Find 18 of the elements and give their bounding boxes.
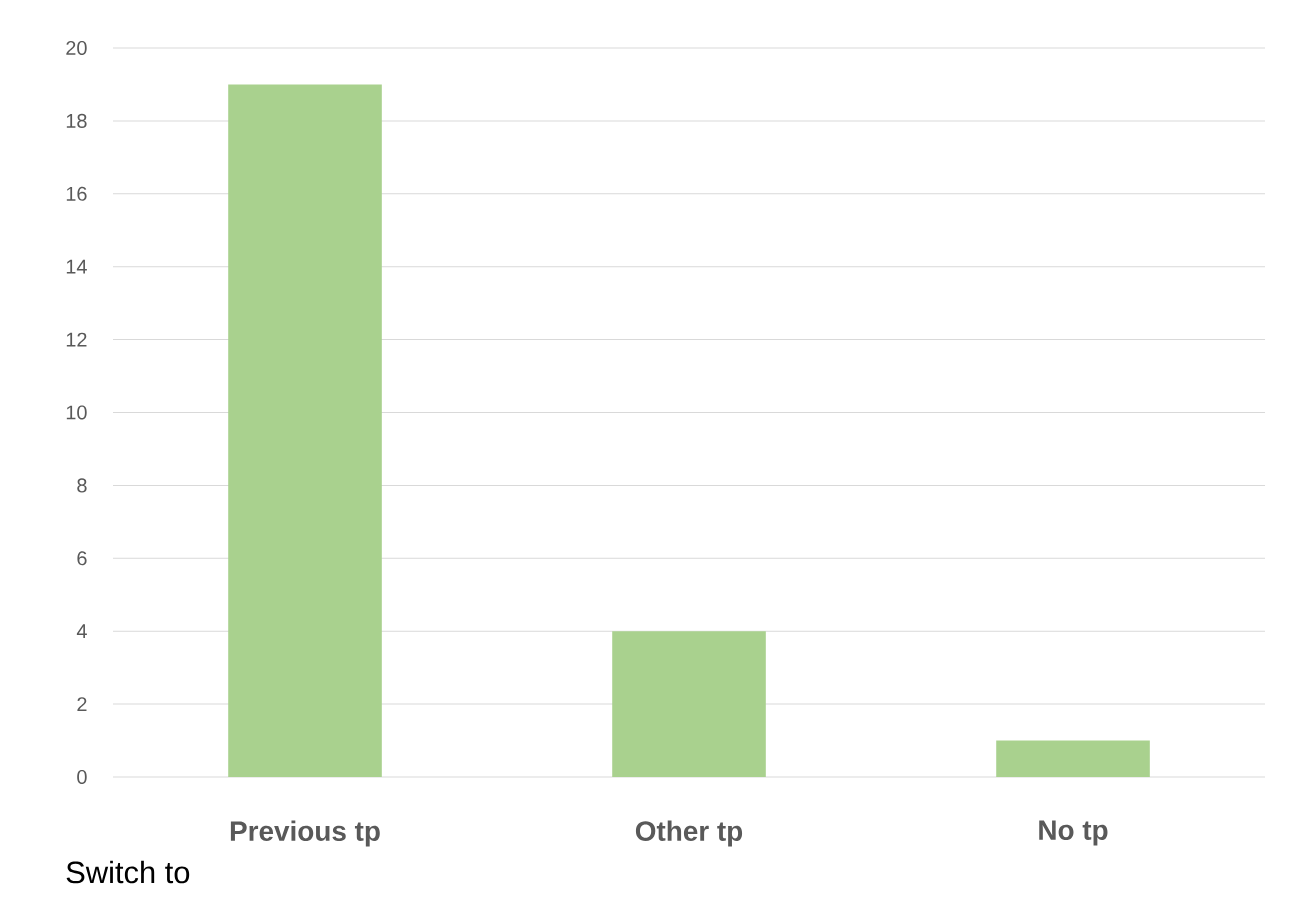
bar <box>612 631 766 777</box>
x-tick-label: Other tp <box>635 820 743 847</box>
y-tick-label: 4 <box>76 624 87 639</box>
text: Switch to <box>66 860 190 884</box>
y-tick-label: 10 <box>66 405 87 420</box>
y-tick-label: 12 <box>66 332 87 347</box>
y-tick-label: 20 <box>66 40 87 56</box>
x-tick-label: Previous tp <box>230 820 380 847</box>
bar <box>228 84 382 777</box>
y-tick-label: 14 <box>66 259 87 274</box>
y-tick-label: 6 <box>77 551 87 566</box>
y-tick-label: 16 <box>66 186 87 201</box>
bar <box>996 740 1150 777</box>
y-tick-label: 18 <box>66 113 87 128</box>
y-tick-label: 8 <box>77 478 87 493</box>
x-tick-label: No tp <box>1039 820 1108 846</box>
y-tick-label: 0 <box>77 769 87 785</box>
y-tick-label: 2 <box>77 697 87 712</box>
